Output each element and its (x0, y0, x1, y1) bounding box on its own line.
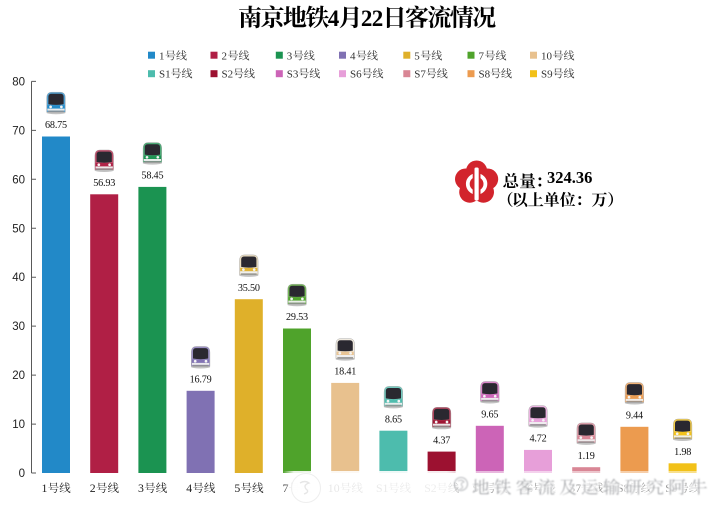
svg-text:1.98: 1.98 (674, 447, 691, 458)
svg-text:58.45: 58.45 (141, 171, 163, 182)
svg-text:10: 10 (12, 419, 25, 431)
svg-text:S2: S2 (222, 68, 234, 80)
svg-text:35.50: 35.50 (238, 283, 260, 294)
svg-text:30: 30 (12, 321, 25, 333)
svg-text:2: 2 (222, 51, 228, 63)
svg-text:2: 2 (361, 6, 373, 31)
svg-text:S7: S7 (414, 68, 426, 80)
svg-text:S1: S1 (159, 68, 171, 80)
svg-text:29.53: 29.53 (286, 312, 308, 323)
svg-text:9.65: 9.65 (481, 410, 498, 421)
svg-text:1: 1 (159, 51, 165, 63)
svg-text:18.41: 18.41 (334, 367, 356, 378)
svg-text:80: 80 (12, 76, 25, 88)
svg-text:56.93: 56.93 (93, 178, 115, 189)
svg-text:16.79: 16.79 (190, 375, 212, 386)
svg-text:S6: S6 (350, 68, 362, 80)
svg-text:50: 50 (12, 223, 25, 235)
svg-text:68.75: 68.75 (45, 120, 67, 131)
svg-text:2: 2 (90, 481, 96, 495)
svg-text:0: 0 (19, 468, 25, 480)
svg-text:7: 7 (479, 51, 485, 63)
svg-text:4: 4 (350, 51, 356, 63)
svg-text:4.37: 4.37 (433, 435, 450, 446)
svg-text:5: 5 (234, 481, 240, 495)
svg-text:3: 3 (138, 481, 144, 495)
svg-text:4: 4 (186, 481, 192, 495)
svg-text:70: 70 (12, 125, 25, 137)
svg-text:S3: S3 (287, 68, 299, 80)
svg-text:S8: S8 (479, 68, 491, 80)
svg-text:5: 5 (414, 51, 420, 63)
svg-text:40: 40 (12, 272, 25, 284)
svg-text:1.19: 1.19 (578, 451, 595, 462)
svg-text:S9: S9 (541, 68, 553, 80)
svg-text:9.44: 9.44 (626, 411, 643, 422)
svg-text:60: 60 (12, 174, 25, 186)
svg-text:3: 3 (287, 51, 293, 63)
svg-text:8.65: 8.65 (385, 414, 402, 425)
svg-text:324.36: 324.36 (547, 168, 592, 187)
svg-text:4: 4 (328, 6, 340, 31)
svg-text:4.72: 4.72 (529, 434, 546, 445)
svg-text:1: 1 (42, 481, 48, 495)
svg-text:20: 20 (12, 370, 25, 382)
svg-text:2: 2 (372, 6, 384, 31)
svg-text:10: 10 (541, 51, 553, 63)
